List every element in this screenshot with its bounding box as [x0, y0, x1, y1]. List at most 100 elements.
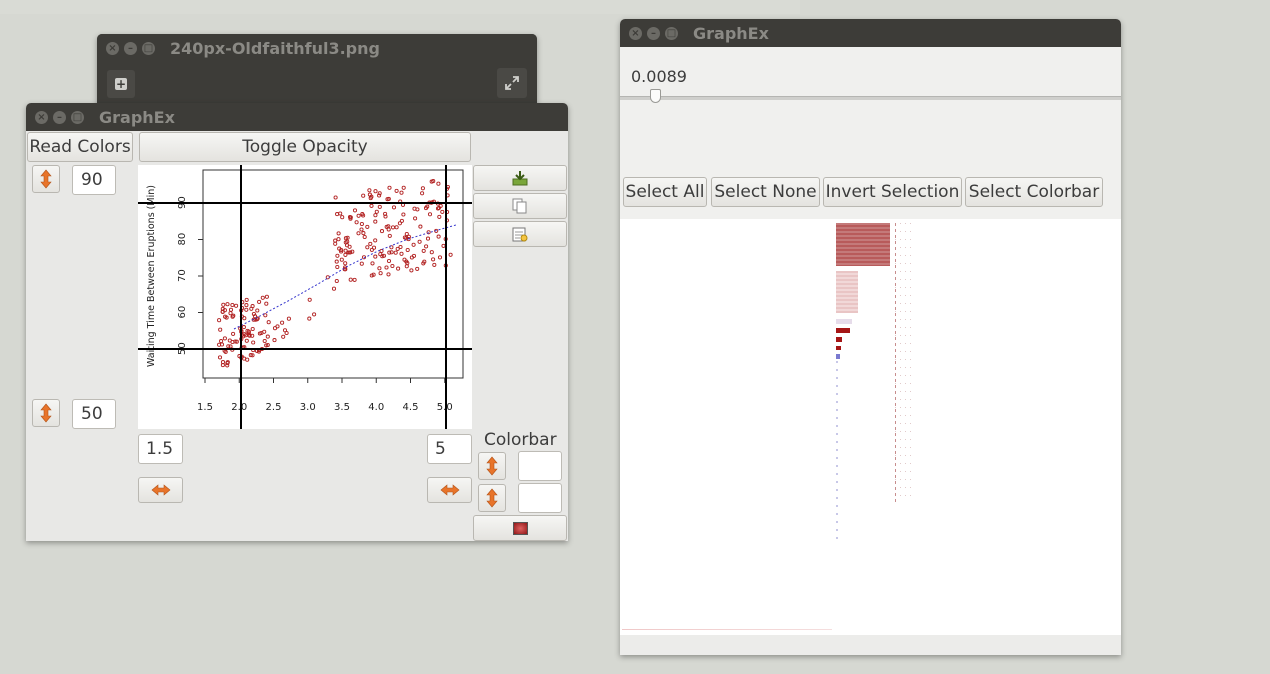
data-point	[373, 238, 378, 243]
invert-selection-button[interactable]: Invert Selection	[823, 177, 962, 207]
colorbar-top-adjust-button[interactable]	[478, 452, 506, 480]
data-points	[217, 179, 453, 368]
colorbar-bottom-field[interactable]	[518, 483, 562, 513]
data-point	[384, 224, 389, 229]
data-point	[378, 252, 383, 257]
x-tick-label: 1.5	[197, 402, 213, 413]
vertical-double-arrow-icon	[486, 456, 498, 476]
minimize-icon[interactable]: –	[124, 42, 137, 55]
x-max-adjust-button[interactable]	[427, 477, 472, 503]
data-point	[348, 250, 353, 255]
data-point	[257, 331, 262, 336]
save-button[interactable]	[473, 165, 567, 191]
colorbar-top-field[interactable]	[518, 451, 562, 481]
data-point	[367, 188, 372, 193]
color-row-pale[interactable]	[836, 319, 852, 324]
maximize-icon[interactable]: □	[142, 42, 155, 55]
data-point	[368, 241, 373, 246]
data-point	[234, 303, 239, 308]
y-min-field[interactable]: 50	[72, 399, 116, 429]
data-point	[225, 361, 230, 366]
close-icon[interactable]: ×	[629, 27, 642, 40]
data-point	[335, 253, 340, 258]
data-point	[361, 231, 366, 236]
graphex-main-window: × – □ GraphEx Read Colors Toggle Opacity…	[26, 103, 568, 541]
data-point	[335, 264, 340, 270]
data-point	[379, 229, 385, 234]
data-point	[377, 193, 382, 198]
data-point	[429, 250, 434, 255]
data-point	[359, 261, 364, 266]
data-point	[404, 264, 409, 269]
toggle-opacity-button[interactable]: Toggle Opacity	[139, 132, 471, 162]
data-point	[221, 302, 226, 307]
color-block-dark-red[interactable]	[836, 223, 890, 266]
select-colorbar-button[interactable]: Select Colorbar	[965, 177, 1103, 207]
y-max-field[interactable]: 90	[72, 165, 116, 195]
copy-button[interactable]	[473, 193, 567, 219]
plot-image[interactable]: Waiting Time Between Eruptions (Min) 50 6…	[138, 165, 472, 429]
threshold-slider-track[interactable]	[620, 96, 1121, 100]
data-point	[365, 245, 370, 250]
minimize-icon[interactable]: –	[647, 27, 660, 40]
color-column-line	[895, 223, 896, 503]
data-point	[246, 329, 251, 334]
data-point	[437, 255, 443, 260]
paste-button[interactable]	[473, 221, 567, 247]
data-point	[307, 297, 312, 302]
add-button[interactable]: +	[107, 70, 135, 98]
data-point	[337, 246, 342, 251]
y-max-adjust-button[interactable]	[32, 165, 60, 193]
data-point	[286, 316, 291, 321]
color-list-panel[interactable]	[620, 219, 1121, 635]
fullscreen-button[interactable]	[497, 68, 527, 98]
data-point	[225, 302, 230, 307]
color-row-blue-1[interactable]	[836, 354, 840, 359]
x-min-field[interactable]: 1.5	[138, 434, 183, 464]
paste-icon	[512, 227, 528, 242]
data-point	[361, 193, 366, 198]
read-colors-button[interactable]: Read Colors	[27, 132, 133, 162]
data-point	[371, 272, 376, 277]
data-point	[369, 203, 374, 208]
data-point	[231, 331, 236, 336]
select-none-button[interactable]: Select None	[711, 177, 820, 207]
data-point	[312, 312, 317, 317]
data-point	[272, 338, 277, 343]
colorbar-swatch-button[interactable]	[473, 515, 567, 541]
data-point	[250, 333, 255, 338]
data-point	[387, 185, 392, 190]
maximize-icon[interactable]: □	[665, 27, 678, 40]
select-all-button[interactable]: Select All	[623, 177, 707, 207]
color-block-light-red[interactable]	[836, 271, 858, 313]
data-point	[343, 236, 348, 241]
data-point	[223, 349, 228, 354]
data-point	[377, 266, 382, 271]
window-title: 240px-Oldfaithful3.png	[170, 39, 380, 58]
data-point	[383, 214, 388, 219]
data-point	[424, 244, 429, 249]
minimize-icon[interactable]: –	[53, 111, 66, 124]
data-point	[257, 299, 262, 304]
close-icon[interactable]: ×	[106, 42, 119, 55]
data-point	[260, 295, 265, 300]
data-point	[399, 218, 404, 223]
data-point	[234, 339, 239, 344]
data-point	[401, 185, 406, 190]
y-min-adjust-button[interactable]	[32, 399, 60, 427]
close-icon[interactable]: ×	[35, 111, 48, 124]
data-point	[244, 338, 249, 343]
color-row-red-1[interactable]	[836, 328, 850, 333]
x-max-field[interactable]: 5	[427, 434, 472, 464]
x-axis-ticks: 1.5 2.0 2.5 3.0 3.5 4.0 4.5 5.0	[197, 378, 453, 413]
colorbar-bottom-adjust-button[interactable]	[478, 484, 506, 512]
color-row-red-2[interactable]	[836, 337, 842, 342]
threshold-slider-handle[interactable]	[650, 89, 661, 103]
data-point	[393, 250, 398, 255]
data-point	[339, 257, 344, 262]
x-min-adjust-button[interactable]	[138, 477, 183, 503]
maximize-icon[interactable]: □	[71, 111, 84, 124]
data-point	[383, 211, 388, 216]
x-tick-label: 3.0	[300, 402, 316, 413]
color-row-red-3[interactable]	[836, 346, 841, 350]
